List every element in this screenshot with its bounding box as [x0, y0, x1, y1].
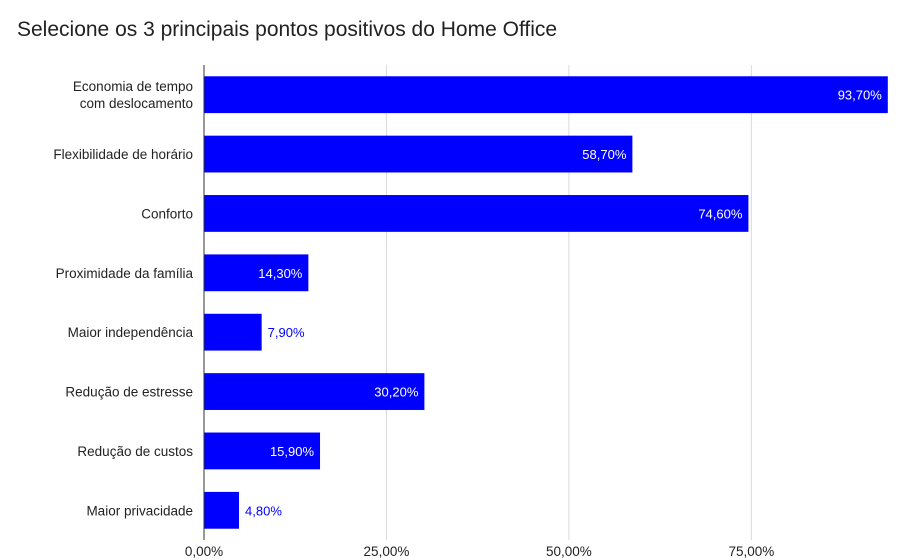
- bar: [204, 373, 425, 410]
- category-label: Maior independência: [68, 325, 194, 340]
- x-tick-label: 75,00%: [728, 544, 774, 559]
- category-label: Proximidade da família: [56, 266, 194, 281]
- category-label: Redução de estresse: [65, 385, 193, 400]
- chart-title: Selecione os 3 principais pontos positiv…: [17, 18, 558, 41]
- data-label: 15,90%: [270, 444, 315, 459]
- category-labels: Economia de tempo com deslocamento Flexibi…: [53, 79, 193, 518]
- x-tick-label: 50,00%: [546, 544, 592, 559]
- x-tick-label: 25,00%: [364, 544, 410, 559]
- data-label: 7,90%: [268, 325, 305, 340]
- bar: [204, 254, 309, 292]
- data-label: 4,80%: [245, 503, 282, 518]
- data-label: 30,20%: [374, 385, 419, 400]
- x-tick-labels: 0,00% 25,00% 50,00% 75,00%: [185, 544, 774, 559]
- bar: [204, 195, 749, 232]
- bars: 93,70% 58,70% 74,60% 14,30% 7,90% 30,20% 15,90…: [204, 76, 888, 529]
- category-label: Conforto: [141, 206, 193, 221]
- bar: [204, 76, 888, 114]
- data-label: 58,70%: [582, 147, 627, 162]
- category-label: Maior privacidade: [86, 503, 193, 518]
- bar: [204, 432, 321, 470]
- data-label: 93,70%: [838, 88, 883, 103]
- data-label: 74,60%: [698, 206, 743, 221]
- x-tick-label: 0,00%: [185, 544, 223, 559]
- bar: [204, 491, 240, 529]
- bar: [204, 313, 262, 351]
- bar: [204, 135, 633, 173]
- category-label: Economia de tempo com deslocamento: [73, 79, 193, 111]
- category-label: Flexibilidade de horário: [53, 147, 193, 162]
- data-label: 14,30%: [258, 266, 303, 281]
- category-label: Redução de custos: [77, 444, 193, 459]
